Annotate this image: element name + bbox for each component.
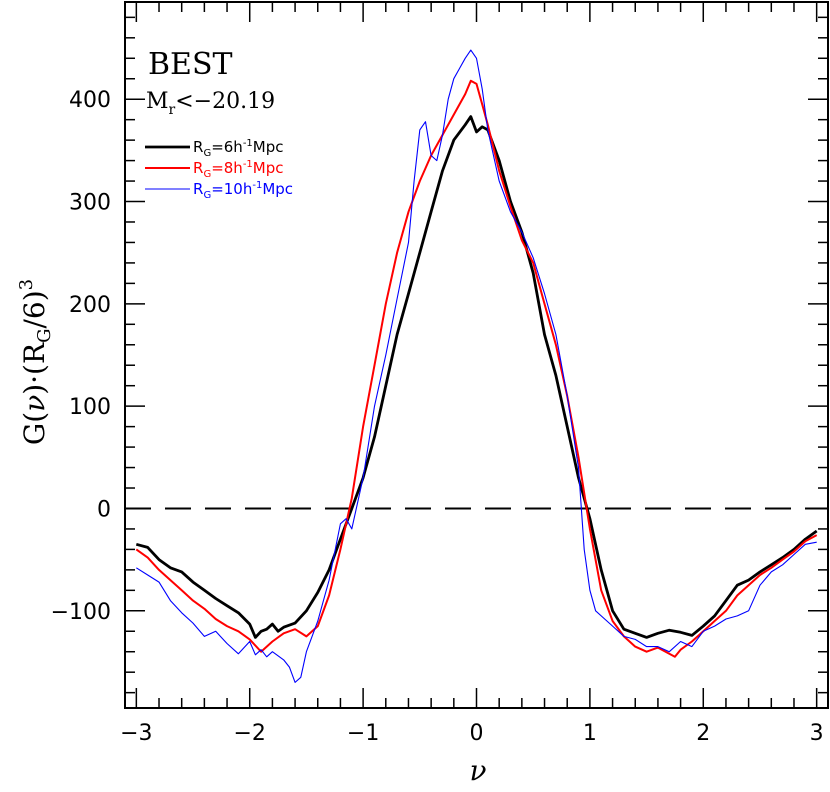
magnitude-cut-annotation: Mr<−20.19 — [146, 89, 275, 118]
sample-annotation: BEST — [148, 47, 233, 82]
y-tick-label: 0 — [97, 497, 111, 522]
x-tick-label: −2 — [234, 721, 266, 746]
x-tick-label: −1 — [347, 721, 379, 746]
x-axis-label: ν — [469, 754, 486, 787]
series-layer — [135, 49, 818, 683]
tick-labels: −3 −2 −1 0 1 2 3 −100 0 100 200 300 400 — [51, 88, 824, 746]
x-tick-label: 1 — [583, 721, 597, 746]
series-line-2 — [135, 79, 818, 658]
x-tick-label: 0 — [470, 721, 484, 746]
x-tick-label: 3 — [810, 721, 824, 746]
series-line-1 — [135, 115, 818, 639]
y-tick-label: 200 — [69, 293, 111, 318]
ticks — [125, 2, 828, 708]
y-axis-label: G(ν)·(RG/6)3 — [16, 279, 55, 445]
legend-label: RG=8h-1Mpc — [193, 159, 284, 180]
y-tick-label: 100 — [69, 395, 111, 420]
legend-label: RG=10h-1Mpc — [193, 180, 293, 201]
series-line-3 — [136, 49, 817, 683]
y-tick-label: −100 — [51, 600, 111, 625]
legend-label: RG=6h-1Mpc — [193, 138, 284, 159]
y-tick-label: 300 — [69, 191, 111, 216]
x-tick-label: 2 — [696, 721, 710, 746]
y-tick-label: 400 — [69, 88, 111, 113]
x-tick-label: −3 — [120, 721, 152, 746]
